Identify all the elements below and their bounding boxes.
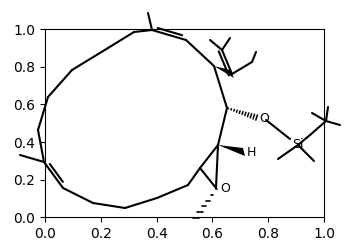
Text: H: H (246, 145, 256, 159)
Text: Si: Si (292, 139, 304, 152)
Polygon shape (214, 66, 234, 78)
Polygon shape (218, 145, 245, 156)
Text: O: O (220, 182, 230, 194)
Text: O: O (259, 112, 269, 124)
